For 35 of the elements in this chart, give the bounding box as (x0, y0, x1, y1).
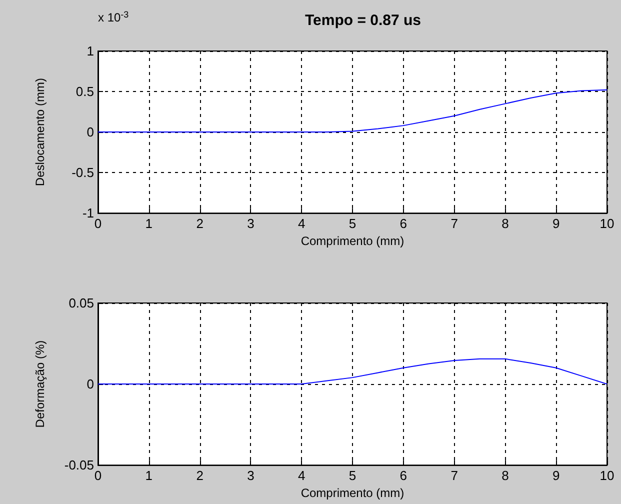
x-tick-label: 2 (196, 216, 204, 232)
x-axis-title: Comprimento (mm) (300, 486, 404, 500)
x-tick-label: 9 (552, 468, 560, 484)
line-series (98, 89, 608, 133)
y-tick-label: 0.5 (76, 84, 94, 100)
x-tick-label: 1 (145, 216, 153, 232)
x-tick-label: 3 (247, 468, 254, 484)
x-tick-label: 8 (502, 468, 509, 484)
x-tick-label: 9 (552, 216, 560, 232)
line-series (98, 358, 608, 385)
x-tick-label: 1 (145, 468, 153, 484)
chart-title: Tempo = 0.87 us (304, 12, 422, 29)
x-tick-label: 5 (348, 468, 356, 484)
x-tick-label: 4 (298, 216, 306, 232)
x-tick-label: 2 (196, 468, 204, 484)
y-tick-label: -0.05 (64, 458, 94, 473)
y-axis-title: Deformação (%) (33, 340, 47, 428)
x-tick-label: 10 (600, 468, 614, 484)
x-axis-title: Comprimento (mm) (300, 234, 404, 248)
x-tick-label: 4 (298, 468, 306, 484)
y-tick-label: 0 (86, 376, 94, 392)
y-tick-label: -0.5 (72, 165, 94, 180)
y-tick-label: 1 (86, 44, 94, 58)
x-tick-label: 7 (450, 468, 458, 484)
x-tick-label: 8 (502, 216, 509, 232)
y-tick-label: 0 (86, 124, 94, 140)
x-tick-label: 6 (400, 216, 408, 232)
x-tick-label: 3 (247, 216, 254, 232)
x-tick-label: 6 (400, 468, 408, 484)
x-tick-label: 7 (450, 216, 458, 232)
y-tick-label: -1 (82, 206, 94, 221)
y-tick-label: 0.05 (68, 296, 94, 310)
y-axis-title: Deslocamento (mm) (33, 78, 47, 186)
x-tick-label: 5 (348, 216, 356, 232)
x-tick-label: 10 (600, 216, 614, 232)
